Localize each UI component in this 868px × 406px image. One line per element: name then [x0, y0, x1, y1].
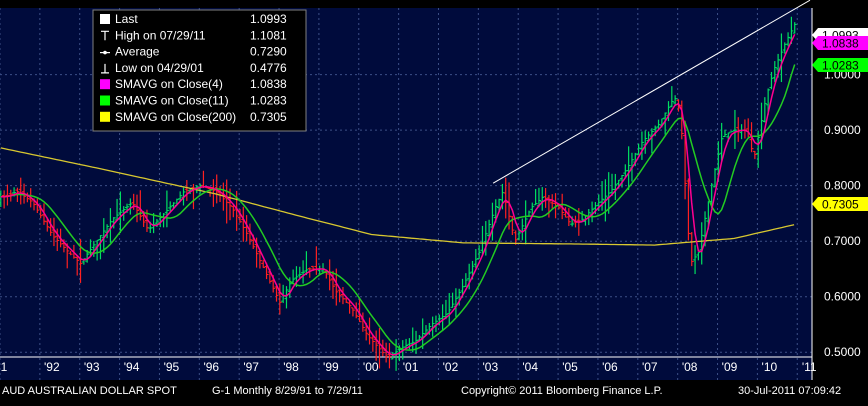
legend-value: 1.0993: [250, 12, 287, 26]
value-tag: [818, 58, 868, 72]
footer-bar: AUD AUSTRALIAN DOLLAR SPOT G-1 Monthly 8…: [0, 381, 868, 401]
value-tag-label: 1.0838: [822, 37, 859, 51]
value-tag-pointer: [812, 197, 818, 211]
legend-value: 1.0283: [250, 94, 287, 108]
legend-swatch: [100, 111, 110, 122]
legend-high-icon: [101, 30, 109, 41]
x-axis: 1 '92 '93 '94 '95 '96 '97 '98 '99 '00 '01 '02 '03 '04…: [1, 360, 817, 374]
trend-line: [492, 0, 811, 184]
legend: Last 1.0993 High on 07/29/11 1.1081 Average 0…: [92, 9, 307, 132]
sma-200-line: [0, 147, 795, 246]
legend-swatch: [100, 95, 110, 106]
legend-label: SMAVG on Close(4): [115, 77, 223, 91]
y-tick-label: 0.7000: [824, 234, 861, 248]
x-tick-label: '06: [602, 360, 618, 374]
x-tick-label: '02: [443, 360, 459, 374]
legend-value: 1.0838: [250, 77, 287, 91]
legend-value: 0.4776: [250, 61, 287, 75]
x-tick-label: '00: [363, 360, 379, 374]
value-tag-label: 0.7305: [822, 198, 859, 212]
legend-value: 0.7305: [250, 110, 287, 124]
legend-value: 0.7290: [250, 45, 287, 59]
x-tick-label: '09: [722, 360, 738, 374]
x-tick-label: '93: [84, 360, 100, 374]
y-tick-label: 0.6000: [824, 290, 861, 304]
x-tick-label: '10: [762, 360, 778, 374]
footer-security: AUD AUSTRALIAN DOLLAR SPOT: [2, 385, 177, 397]
legend-label: Average: [115, 45, 160, 59]
x-tick-label: '95: [164, 360, 180, 374]
x-tick-label: '03: [483, 360, 499, 374]
legend-label: Last: [115, 12, 138, 26]
y-tick-label: 0.9000: [824, 123, 861, 137]
x-tick-label: '01: [403, 360, 419, 374]
footer-period: G-1 Monthly 8/29/91 to 7/29/11: [212, 385, 363, 397]
legend-label: SMAVG on Close(200): [115, 110, 236, 124]
value-tag-pointer: [812, 58, 818, 72]
x-tick-label: '07: [642, 360, 658, 374]
value-tag: [818, 36, 868, 50]
footer-timestamp: 30-Jul-2011 07:09:42: [738, 385, 842, 397]
value-tag: [818, 197, 868, 211]
x-tick-label: '99: [323, 360, 339, 374]
legend-label: High on 07/29/11: [115, 28, 206, 42]
x-tick-label: '98: [283, 360, 299, 374]
legend-average-dot: [103, 50, 107, 55]
x-tick-label: '97: [243, 360, 259, 374]
y-tick-label: 0.8000: [824, 179, 861, 193]
x-tick-label: '04: [522, 360, 538, 374]
legend-label: SMAVG on Close(11): [115, 94, 229, 108]
footer-copyright: Copyright© 2011 Bloomberg Finance L.P.: [461, 385, 663, 397]
legend-label: Low on 04/29/01: [115, 61, 204, 75]
value-tag-pointer: [812, 36, 818, 50]
sma-4-line: [0, 33, 796, 356]
legend-swatch: [100, 14, 110, 24]
value-tag-label: 1.0283: [822, 59, 859, 73]
x-tick-label: '11: [802, 360, 817, 374]
y-tick-label: 0.5000: [824, 345, 861, 359]
x-tick-label: '05: [562, 360, 578, 374]
legend-low-icon: [101, 63, 109, 74]
legend-box: [92, 9, 307, 132]
x-tick-label: '92: [44, 360, 60, 374]
legend-value: 1.1081: [250, 28, 287, 42]
sma-11-line: [0, 64, 796, 351]
x-tick-label: '08: [682, 360, 698, 374]
x-tick-label: 1: [1, 360, 8, 374]
x-tick-label: '96: [203, 360, 219, 374]
x-tick-label: '94: [124, 360, 140, 374]
legend-swatch: [100, 79, 110, 90]
